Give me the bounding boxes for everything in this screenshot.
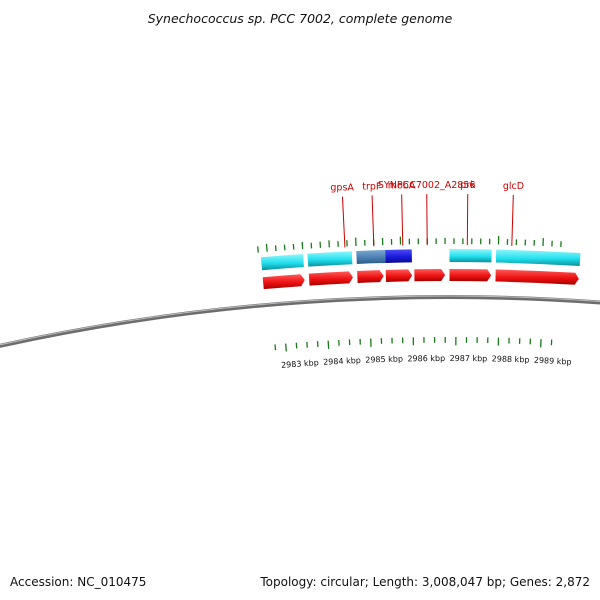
gene-leader-line-6 [511, 194, 514, 246]
reverse-gene-1 [260, 254, 304, 271]
gc-tick-2 [265, 243, 268, 252]
accession-label: Accession: NC_010475 [10, 575, 146, 589]
gene-label-6: glcD [503, 181, 524, 192]
axis-tick-label-3: 2985 kbp [365, 354, 403, 364]
gene-leader-line-1 [341, 196, 346, 248]
forward-gene-4 [385, 269, 413, 282]
forward-gene-5 [414, 269, 446, 282]
gc-tick-37 [285, 343, 287, 352]
gene-label-2: trpF [362, 181, 381, 192]
genome-summary: Topology: circular; Length: 3,008,047 bp… [259, 575, 590, 589]
genome-backbone [0, 295, 600, 348]
reverse-gene-4 [385, 249, 412, 263]
reverse-gene-5 [449, 249, 492, 263]
reverse-gene-6 [495, 249, 581, 267]
gene-label-5: prk [460, 180, 476, 191]
genome-title: Synechococcus sp. PCC 7002, complete gen… [148, 11, 453, 26]
reverse-gene-2 [307, 251, 353, 267]
gene-leader-line-4 [426, 194, 428, 246]
forward-gene-6 [449, 269, 492, 282]
forward-gene-2 [308, 271, 353, 286]
axis-tick-label-4: 2986 kbp [407, 354, 445, 363]
genome-backbone-highlight [0, 295, 600, 346]
forward-strand-track [262, 269, 579, 290]
reverse-strand-track [260, 249, 581, 271]
axis-tick-label-1: 2983 kbp [281, 358, 319, 370]
reverse-gene-3 [356, 249, 386, 264]
axis-tick-label-6: 2988 kbp [492, 354, 530, 364]
gene-leader-line-3 [401, 194, 404, 246]
gc-tick-1 [257, 246, 259, 253]
forward-gene-3 [357, 270, 384, 283]
axis-tick-label-7: 2989 kbp [534, 356, 572, 367]
gene-leader-line-2 [371, 195, 375, 247]
axis-tick-label-5: 2987 kbp [450, 354, 488, 363]
forward-gene-7 [495, 269, 579, 285]
axis-tick-label-2: 2984 kbp [323, 356, 361, 367]
position-axis: 2983 kbp 2984 kbp 2985 kbp 2986 kbp 2987 kbp… [281, 354, 572, 370]
gene-label-3: mobA [388, 181, 416, 192]
gene-label-1: gpsA [330, 183, 354, 194]
gene-label-4: SYNPCC7002_A2856 [378, 180, 476, 191]
forward-gene-1 [262, 274, 305, 290]
